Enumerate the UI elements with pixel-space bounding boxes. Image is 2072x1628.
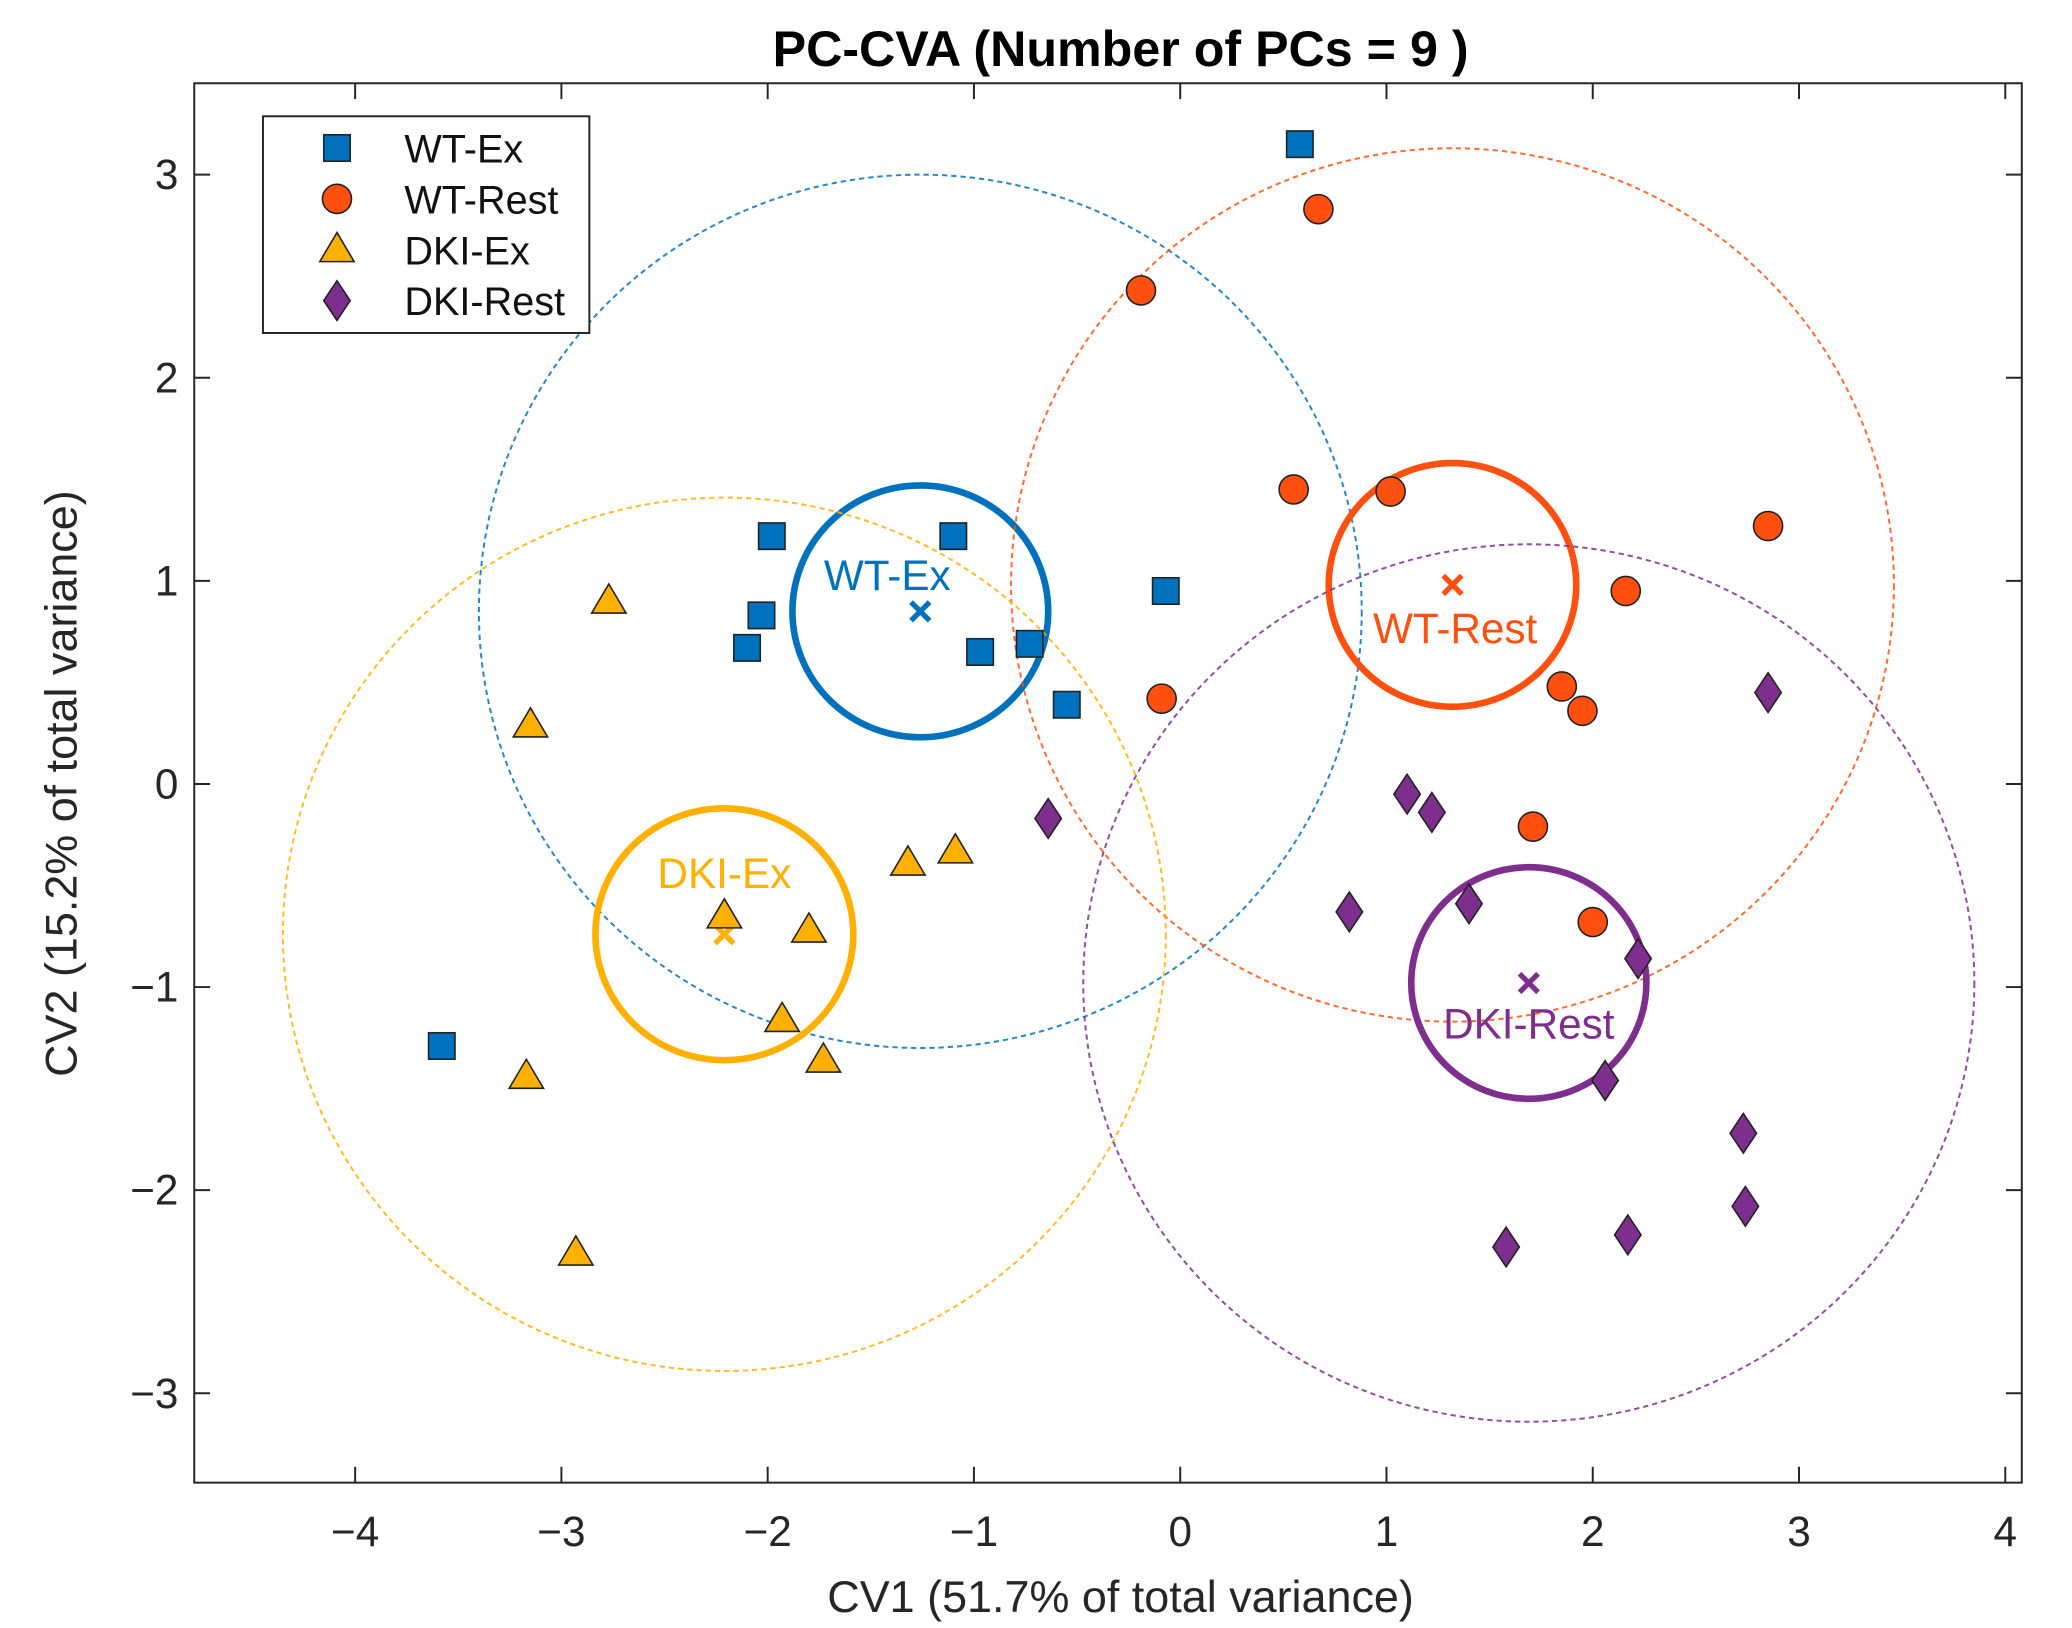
- legend-box: [261, 115, 591, 334]
- legend-marker-wt-ex: [322, 133, 351, 163]
- legend-marker-dki-ex: [318, 231, 356, 263]
- x-tick-label: 2: [1581, 1508, 1605, 1555]
- y-axis-label: CV2 (15.2% of total variance): [36, 490, 87, 1077]
- point-wt-ex: [427, 1031, 456, 1060]
- centroid-marker-wt-ex: [909, 600, 932, 623]
- point-wt-rest: [1125, 275, 1157, 306]
- point-dki-ex: [804, 1041, 842, 1073]
- point-dki-rest: [1034, 797, 1063, 840]
- x-axis-label: CV1 (51.7% of total variance): [827, 1571, 1414, 1622]
- x-tick-label: 1: [1375, 1508, 1399, 1555]
- axes: −4 −3 −2 −1 0 1 2 3 4 3 2 1 0 −1 −2 −3: [130, 82, 2023, 1555]
- point-dki-ex: [511, 706, 550, 738]
- y-tick-label: 3: [155, 151, 179, 198]
- y-tick-label: 1: [155, 557, 179, 604]
- point-wt-rest: [1546, 671, 1578, 702]
- legend-label-wt-rest: WT-Rest: [404, 178, 558, 222]
- point-wt-rest: [1567, 695, 1598, 727]
- point-dki-ex: [936, 832, 974, 864]
- group-circles: WT-Ex WT-Rest DKI-Ex DKI-Rest: [281, 147, 1976, 1423]
- inner-circle-wt-ex: [789, 482, 1052, 741]
- outer-circle-wt-rest: [1010, 147, 1895, 1023]
- point-dki-ex: [889, 844, 927, 876]
- point-dki-rest: [1491, 1225, 1521, 1269]
- point-dki-rest: [1417, 791, 1447, 834]
- point-wt-ex: [757, 522, 786, 551]
- point-wt-ex: [1151, 577, 1180, 606]
- point-dki-rest: [1392, 772, 1422, 816]
- point-dki-ex: [590, 582, 628, 614]
- group-label-wt-rest: WT-Rest: [1373, 605, 1538, 652]
- point-dki-rest: [1613, 1213, 1642, 1257]
- y-tick-label: −3: [130, 1370, 178, 1417]
- data-points: [427, 130, 1784, 1269]
- centroid-marker-dki-rest: [1517, 971, 1540, 995]
- x-tick-label: 3: [1787, 1508, 1811, 1555]
- point-dki-ex: [557, 1234, 595, 1266]
- point-wt-rest: [1517, 811, 1549, 842]
- point-wt-ex: [1285, 130, 1314, 159]
- point-wt-rest: [1146, 683, 1177, 714]
- point-dki-rest: [1454, 882, 1484, 926]
- point-wt-rest: [1577, 906, 1609, 938]
- inner-circle-dki-rest: [1407, 863, 1650, 1103]
- outer-circle-dki-rest: [1082, 543, 1976, 1423]
- y-tick-label: 0: [155, 760, 179, 807]
- point-dki-rest: [1623, 937, 1653, 980]
- x-tick-label: 0: [1168, 1508, 1192, 1555]
- outer-circle-dki-ex: [281, 496, 1167, 1372]
- point-dki-ex: [507, 1057, 545, 1090]
- inner-circle-wt-rest: [1325, 459, 1580, 711]
- point-wt-ex: [733, 633, 762, 662]
- legend: WT-Ex WT-Rest DKI-Ex DKI-Rest: [261, 115, 591, 334]
- point-dki-rest: [1731, 1185, 1760, 1228]
- point-wt-ex: [939, 522, 968, 551]
- y-tick-label: 2: [155, 354, 179, 401]
- centroid-marker-wt-rest: [1441, 573, 1464, 597]
- x-tick-label: 4: [1994, 1508, 2018, 1555]
- inner-circle-dki-ex: [592, 805, 857, 1064]
- point-wt-ex: [966, 637, 995, 666]
- legend-label-dki-rest: DKI-Rest: [404, 280, 565, 324]
- point-wt-rest: [1303, 193, 1334, 225]
- legend-marker-dki-rest: [322, 279, 352, 322]
- point-dki-rest: [1335, 890, 1364, 934]
- x-tick-label: −2: [744, 1508, 792, 1555]
- x-tick-label: −4: [331, 1508, 379, 1555]
- x-tick-label: −3: [537, 1508, 585, 1555]
- group-label-wt-ex: WT-Ex: [824, 552, 951, 599]
- legend-marker-wt-rest: [321, 183, 353, 215]
- point-wt-ex: [1052, 690, 1081, 719]
- point-wt-rest: [1278, 474, 1309, 505]
- point-dki-ex: [705, 897, 743, 929]
- point-wt-ex: [747, 601, 776, 630]
- point-dki-rest: [1753, 671, 1783, 714]
- outer-circle-wt-ex: [477, 173, 1363, 1049]
- plot-frame: [193, 82, 2023, 1484]
- point-dki-ex: [790, 911, 828, 943]
- y-tick-label: −1: [130, 964, 178, 1011]
- point-wt-rest: [1752, 510, 1784, 542]
- group-label-dki-ex: DKI-Ex: [657, 850, 791, 897]
- point-dki-rest: [1729, 1112, 1758, 1155]
- chart-title: PC-CVA (Number of PCs = 9 ): [773, 21, 1469, 77]
- point-dki-ex: [763, 1000, 801, 1033]
- point-wt-ex: [1015, 629, 1044, 658]
- group-label-dki-rest: DKI-Rest: [1443, 1001, 1615, 1048]
- y-tick-label: −2: [130, 1167, 178, 1214]
- legend-label-wt-ex: WT-Ex: [404, 128, 523, 172]
- point-dki-rest: [1590, 1059, 1620, 1102]
- x-tick-label: −1: [950, 1508, 998, 1555]
- point-wt-rest: [1610, 575, 1642, 607]
- legend-label-dki-ex: DKI-Ex: [404, 229, 530, 273]
- point-wt-rest: [1375, 476, 1406, 507]
